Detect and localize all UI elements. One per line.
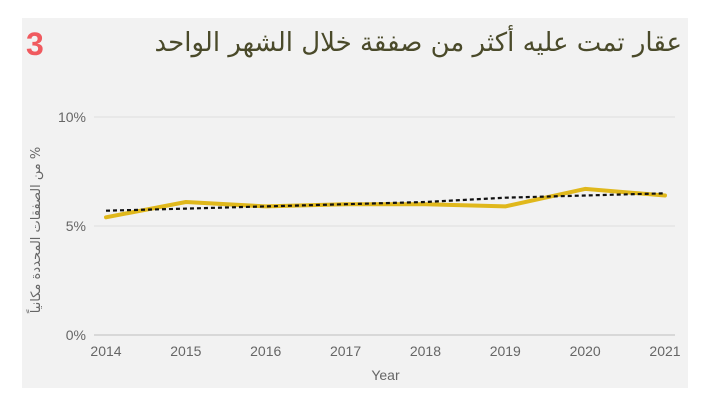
x-tick-label: 2018: [410, 343, 441, 359]
y-axis-ticks: 0% 5% 10%: [58, 109, 86, 343]
x-tick-label: 2014: [90, 343, 121, 359]
trendline: [105, 192, 666, 212]
gridlines: [94, 116, 675, 336]
x-axis-ticks: 2014 2015 2016 2017 2018 2019 2020 2021: [90, 343, 680, 359]
y-axis-title: % من الصفقات المحددة مكانياً: [26, 147, 44, 314]
series-line: [104, 186, 667, 220]
x-tick-label: 2019: [490, 343, 521, 359]
x-tick-label: 2015: [170, 343, 201, 359]
y-tick-label: 5%: [66, 218, 86, 234]
x-tick-label: 2016: [250, 343, 281, 359]
y-tick-label: 0%: [66, 327, 86, 343]
x-tick-label: 2021: [649, 343, 680, 359]
chart-title: عقار تمت عليه أكثر من صفقة خلال الشهر ال…: [154, 28, 682, 58]
x-axis-title: Year: [371, 367, 400, 383]
y-tick-label: 10%: [58, 109, 86, 125]
x-tick-label: 2017: [330, 343, 361, 359]
chart-number-badge: 3: [26, 26, 44, 62]
x-tick-label: 2020: [570, 343, 601, 359]
series-lines: [104, 186, 667, 220]
